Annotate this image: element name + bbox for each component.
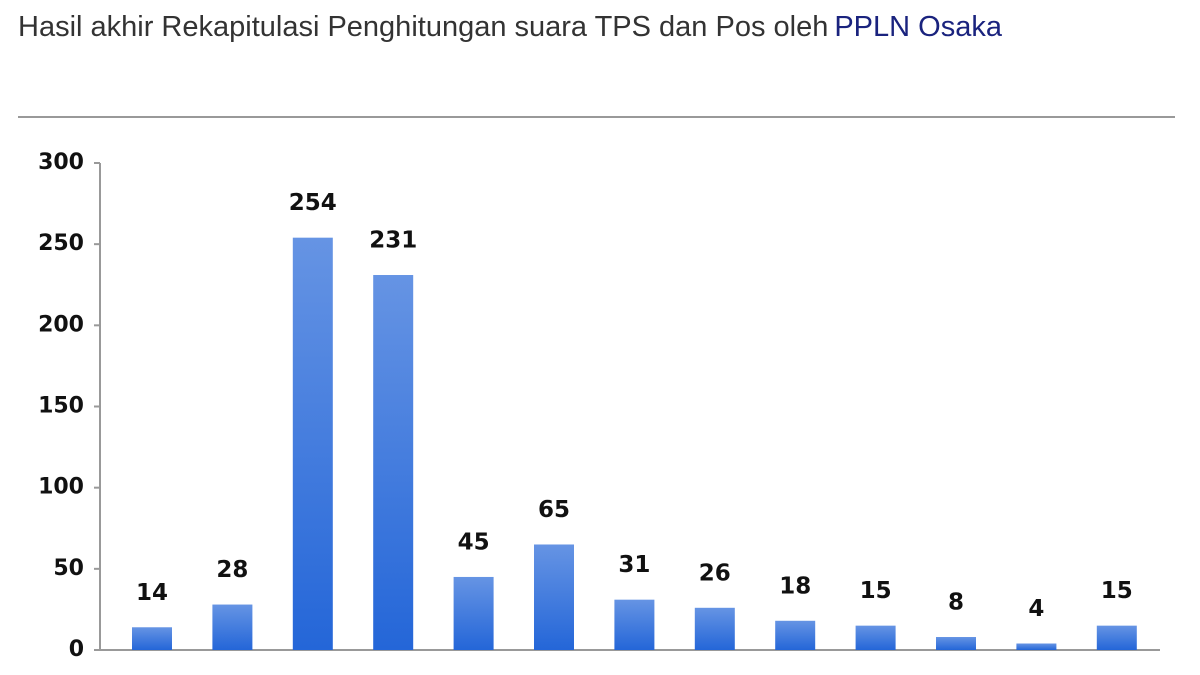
y-tick-label: 200 — [38, 312, 84, 337]
value-label: 15 — [1101, 578, 1133, 604]
heading-link[interactable]: PPLN Osaka — [834, 11, 1002, 43]
value-label: 231 — [369, 228, 417, 254]
bar — [373, 275, 414, 650]
value-label: 18 — [779, 573, 811, 599]
bar — [1096, 625, 1137, 650]
bar — [132, 627, 172, 650]
heading-text: Hasil akhir Rekapitulasi Penghitungan su… — [18, 11, 829, 43]
bar — [614, 599, 655, 650]
value-label: 28 — [216, 557, 248, 583]
bar — [936, 637, 976, 650]
bar — [453, 576, 494, 650]
bar — [775, 620, 816, 650]
y-tick-label: 100 — [38, 475, 84, 500]
value-label: 14 — [136, 580, 168, 606]
y-tick-label: 250 — [38, 231, 84, 256]
y-tick-label: 50 — [53, 556, 84, 581]
value-label: 15 — [860, 578, 892, 604]
bar — [292, 237, 333, 650]
value-label: 8 — [948, 590, 964, 616]
value-label: 4 — [1028, 596, 1044, 622]
y-tick-label: 0 — [69, 637, 84, 662]
bar — [212, 604, 253, 650]
value-label: 65 — [538, 497, 570, 523]
bar — [534, 544, 574, 650]
bar — [855, 625, 896, 650]
value-label: 31 — [618, 552, 650, 578]
page-heading: Hasil akhir Rekapitulasi Penghitungan su… — [18, 2, 1128, 52]
value-label: 45 — [458, 529, 490, 555]
bar — [1016, 643, 1057, 650]
value-label: 254 — [289, 190, 337, 216]
value-label: 26 — [699, 560, 731, 586]
y-tick-label: 150 — [38, 394, 84, 419]
bar — [694, 607, 735, 650]
y-tick-label: 300 — [38, 150, 84, 175]
